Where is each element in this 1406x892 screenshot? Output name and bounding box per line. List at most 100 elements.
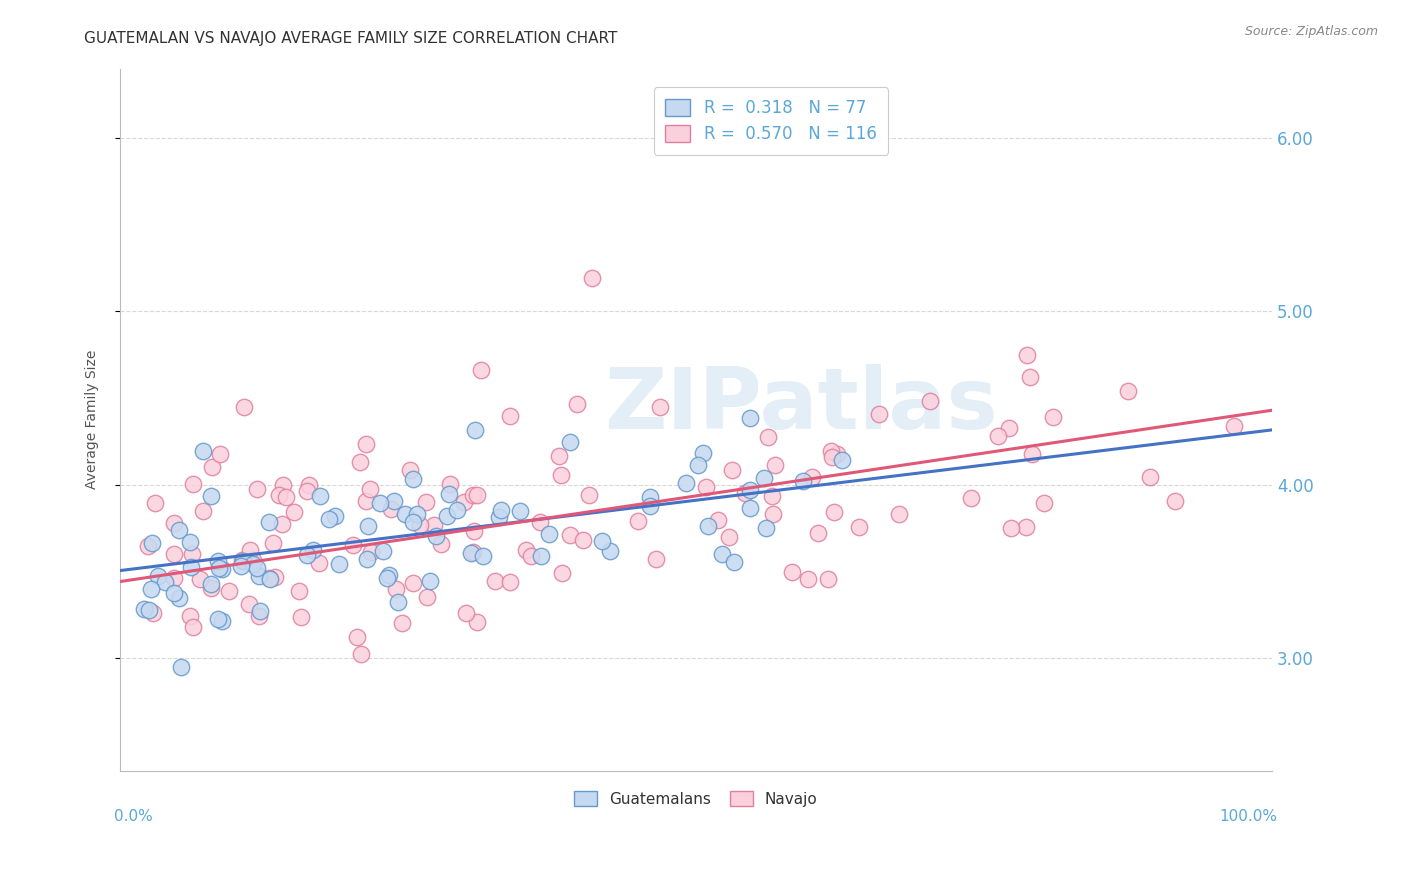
Point	[179, 535, 201, 549]
Point	[1019, 370, 1042, 384]
Point	[734, 486, 756, 500]
Point	[1000, 521, 1022, 535]
Point	[382, 494, 405, 508]
Point	[371, 544, 394, 558]
Point	[231, 553, 253, 567]
Point	[578, 488, 600, 502]
Point	[436, 508, 458, 523]
Point	[200, 577, 222, 591]
Point	[229, 558, 252, 573]
Point	[1042, 409, 1064, 424]
Point	[756, 430, 779, 444]
Point	[792, 475, 814, 489]
Point	[375, 571, 398, 585]
Point	[180, 560, 202, 574]
Point	[460, 545, 482, 559]
Point	[800, 469, 823, 483]
Point	[242, 553, 264, 567]
Point	[627, 514, 650, 528]
Point	[415, 495, 437, 509]
Point	[1015, 348, 1038, 362]
Point	[207, 612, 229, 626]
Point	[246, 561, 269, 575]
Point	[136, 540, 159, 554]
Point	[246, 482, 269, 496]
Point	[298, 478, 321, 492]
Point	[529, 515, 551, 529]
Text: GUATEMALAN VS NAVAJO AVERAGE FAMILY SIZE CORRELATION CHART: GUATEMALAN VS NAVAJO AVERAGE FAMILY SIZE…	[84, 31, 617, 46]
Point	[308, 489, 330, 503]
Point	[167, 523, 190, 537]
Point	[470, 363, 492, 377]
Point	[211, 561, 233, 575]
Point	[346, 630, 368, 644]
Point	[509, 504, 531, 518]
Point	[456, 606, 478, 620]
Point	[461, 488, 484, 502]
Point	[755, 521, 778, 535]
Point	[276, 491, 298, 505]
Point	[288, 584, 311, 599]
Point	[738, 410, 761, 425]
Point	[356, 437, 378, 451]
Point	[170, 659, 193, 673]
Point	[232, 553, 254, 567]
Point	[399, 463, 422, 477]
Point	[271, 478, 294, 492]
Point	[295, 549, 318, 563]
Point	[295, 484, 318, 499]
Point	[416, 590, 439, 604]
Point	[439, 476, 461, 491]
Point	[163, 571, 186, 585]
Point	[263, 570, 285, 584]
Point	[200, 582, 222, 596]
Point	[179, 609, 201, 624]
Point	[350, 647, 373, 661]
Point	[259, 572, 281, 586]
Point	[780, 566, 803, 580]
Point	[692, 446, 714, 460]
Point	[385, 582, 408, 596]
Point	[488, 509, 510, 524]
Point	[308, 556, 330, 570]
Point	[163, 586, 186, 600]
Point	[357, 519, 380, 533]
Point	[960, 491, 983, 505]
Point	[515, 543, 537, 558]
Text: ZIPatlas: ZIPatlas	[605, 364, 998, 447]
Point	[520, 549, 543, 563]
Point	[257, 571, 280, 585]
Point	[591, 534, 613, 549]
Point	[538, 527, 561, 541]
Point	[402, 515, 425, 529]
Point	[558, 434, 581, 449]
Point	[181, 476, 204, 491]
Point	[263, 536, 285, 550]
Point	[359, 482, 381, 496]
Point	[270, 517, 292, 532]
Point	[342, 538, 364, 552]
Point	[499, 574, 522, 589]
Point	[572, 533, 595, 547]
Point	[1222, 419, 1244, 434]
Point	[188, 572, 211, 586]
Point	[711, 547, 734, 561]
Point	[249, 604, 271, 618]
Point	[550, 468, 572, 483]
Point	[422, 518, 444, 533]
Point	[817, 572, 839, 586]
Point	[408, 518, 430, 533]
Point	[797, 572, 820, 586]
Point	[1015, 520, 1038, 534]
Point	[740, 500, 762, 515]
Point	[547, 449, 569, 463]
Point	[138, 603, 160, 617]
Point	[868, 407, 890, 421]
Point	[402, 576, 425, 591]
Point	[247, 569, 270, 583]
Point	[762, 508, 785, 522]
Y-axis label: Average Family Size: Average Family Size	[86, 350, 100, 490]
Point	[356, 552, 378, 566]
Point	[233, 401, 256, 415]
Point	[489, 503, 512, 517]
